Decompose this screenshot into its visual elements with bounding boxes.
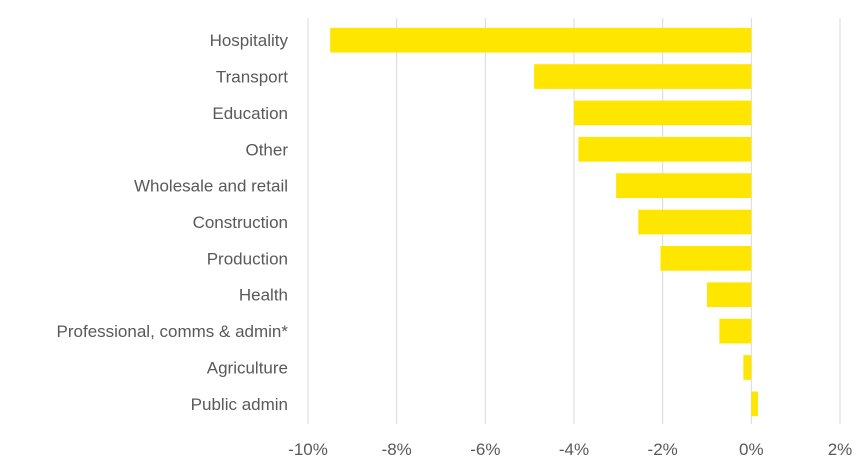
category-label: Education xyxy=(212,104,288,123)
bar xyxy=(534,64,752,89)
x-tick-label: 0% xyxy=(739,440,764,459)
bar xyxy=(660,246,752,271)
bars xyxy=(330,27,758,417)
category-label: Wholesale and retail xyxy=(134,177,288,196)
category-label: Other xyxy=(245,140,288,159)
bar xyxy=(574,100,752,126)
category-label: Hospitality xyxy=(210,31,289,50)
bar xyxy=(707,282,752,308)
bar xyxy=(719,318,752,344)
x-tick-label: -8% xyxy=(382,440,412,459)
bar xyxy=(616,173,752,198)
bar xyxy=(330,27,752,53)
x-tick-label: 2% xyxy=(828,440,853,459)
category-label: Agriculture xyxy=(207,358,288,377)
bar xyxy=(578,136,752,162)
x-tick-label: -4% xyxy=(559,440,589,459)
category-label: Public admin xyxy=(191,395,288,414)
x-tick-labels: -10% -8% -6% -4% -2% 0% 2% xyxy=(288,440,852,459)
x-tick-label: -6% xyxy=(470,440,500,459)
category-label: Construction xyxy=(193,213,288,232)
category-label: Health xyxy=(239,286,288,305)
x-tick-label: -2% xyxy=(648,440,678,459)
category-labels: Hospitality Transport Education Other Wholes… xyxy=(57,31,289,414)
category-label: Production xyxy=(207,249,288,268)
category-label: Transport xyxy=(216,68,288,87)
bar xyxy=(743,355,752,380)
x-tick-label: -10% xyxy=(288,440,328,459)
bar xyxy=(638,209,752,235)
bar xyxy=(751,391,758,417)
category-label: Professional, comms & admin* xyxy=(57,322,289,341)
